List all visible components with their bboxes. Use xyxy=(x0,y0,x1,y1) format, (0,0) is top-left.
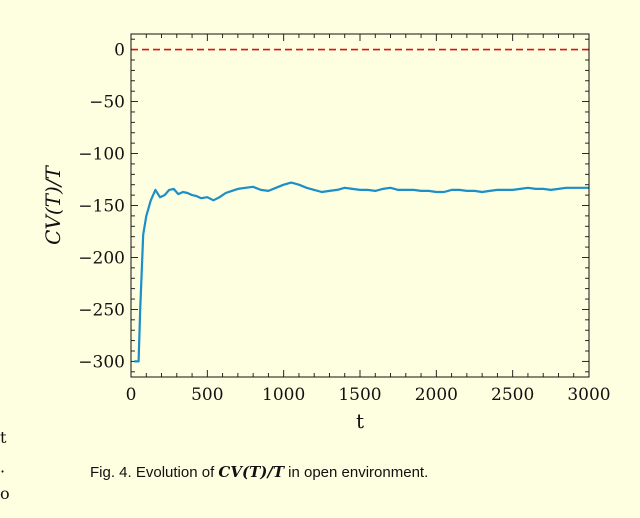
caption-suffix: in open environment. xyxy=(283,464,429,481)
x-tick-label: 2500 xyxy=(491,385,534,405)
y-tick-label: −250 xyxy=(78,300,125,320)
x-tick-label: 1000 xyxy=(262,385,305,405)
y-tick-label: 0 xyxy=(114,41,125,61)
caption-prefix: Fig. 4. Evolution of xyxy=(90,464,219,481)
figure-caption: Fig. 4. Evolution of CV(T)/T in open env… xyxy=(90,463,428,481)
y-axis-label: CV(T)/T xyxy=(41,164,65,244)
plot-frame xyxy=(130,33,590,378)
x-tick-label: 500 xyxy=(191,385,223,405)
line-chart: 0 500 1000 1500 2000 2500 3000 0 −50 −100 −150 −200… xyxy=(41,33,611,433)
margin-fragment-1: t xyxy=(0,428,7,447)
margin-fragment-2: · xyxy=(0,462,6,481)
series-line xyxy=(134,181,589,363)
y-tick-label: −100 xyxy=(78,145,125,165)
margin-fragment-3: o xyxy=(0,484,10,503)
y-tick-label: −200 xyxy=(78,248,125,268)
x-tick-label: 1500 xyxy=(338,385,381,405)
y-tick-label: −150 xyxy=(78,197,125,217)
caption-math: CV(T)/T xyxy=(218,463,284,481)
y-tick-label: −300 xyxy=(78,352,125,372)
x-tick-label: 0 xyxy=(126,385,137,405)
ticks-layer xyxy=(130,34,590,377)
y-tick-label: −50 xyxy=(89,93,125,113)
x-tick-label: 3000 xyxy=(567,385,610,405)
x-axis-label: t xyxy=(356,409,364,433)
tick-labels-layer: 0 500 1000 1500 2000 2500 3000 0 −50 −100 −150 −200… xyxy=(78,41,610,405)
x-tick-label: 2000 xyxy=(415,385,458,405)
